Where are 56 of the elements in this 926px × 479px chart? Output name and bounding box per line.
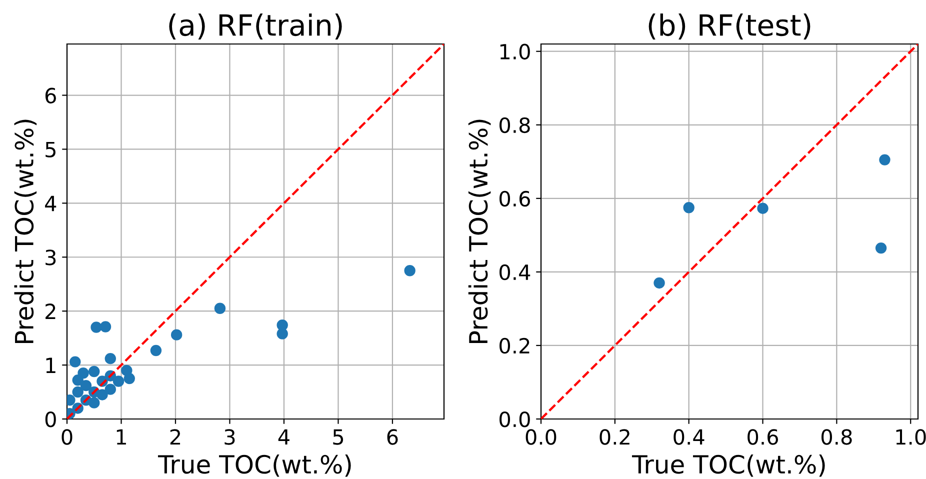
- y-axis-title: Predict TOC(wt.%): [468, 120, 491, 343]
- point: [70, 356, 81, 368]
- x-tick-label: 0.4: [674, 429, 704, 445]
- point: [404, 265, 416, 276]
- y-tick-label: 1.0: [500, 44, 530, 60]
- point: [72, 374, 84, 386]
- x-tick-label: 1: [116, 429, 126, 445]
- y-tick-label: 4: [45, 196, 56, 212]
- point: [276, 328, 288, 340]
- x-tick-label: 0.8: [821, 429, 852, 445]
- y-tick-label: 3: [46, 250, 56, 266]
- point: [72, 386, 84, 398]
- x-axis-title: True TOC(wt.%): [158, 454, 351, 477]
- x-tick-label: 4: [278, 429, 290, 445]
- y-tick-label: 1: [46, 358, 56, 373]
- point: [654, 277, 665, 289]
- point: [683, 202, 694, 214]
- y-tick-label: 0.6: [500, 190, 530, 207]
- x-tick-label: 1.0: [896, 429, 926, 445]
- x-tick-label: 3: [224, 429, 235, 445]
- x-tick-label: 0.6: [748, 429, 778, 445]
- x-axis-title: True TOC(wt.%): [632, 454, 825, 477]
- y-tick-label: 2: [46, 304, 56, 319]
- y-tick-label: 0.2: [500, 338, 530, 354]
- point: [90, 322, 102, 333]
- y-tick-label: 0.0: [500, 411, 530, 428]
- x-tick-label: 2: [170, 429, 180, 445]
- x-tick-label: 0.0: [526, 429, 556, 445]
- point: [150, 344, 162, 356]
- y-axis-title: Predict TOC(wt.%): [14, 120, 37, 343]
- point: [88, 397, 100, 408]
- chart-title: (a) RF(train): [169, 14, 342, 40]
- y-tick-label: 0.4: [500, 264, 530, 280]
- point: [104, 384, 116, 395]
- y-tick-label: 5: [46, 142, 56, 158]
- point: [104, 352, 116, 364]
- point: [88, 366, 100, 378]
- y-tick-label: 6: [45, 88, 56, 104]
- y-tick-label: 0.8: [500, 117, 530, 134]
- point: [170, 329, 182, 340]
- x-tick-label: 0.2: [600, 429, 630, 445]
- x-tick-label: 0: [62, 429, 72, 445]
- point: [78, 368, 89, 379]
- chart-title: (b) RF(test): [648, 14, 810, 40]
- point: [214, 302, 226, 314]
- x-tick-label: 6: [387, 429, 398, 445]
- point: [80, 380, 92, 392]
- point: [100, 321, 112, 332]
- point: [757, 202, 768, 214]
- x-tick-label: 5: [333, 429, 344, 445]
- y-tick-label: 0: [45, 411, 56, 428]
- point: [875, 242, 887, 254]
- point: [124, 372, 135, 384]
- point: [879, 154, 890, 166]
- point: [112, 376, 124, 387]
- point: [96, 389, 108, 400]
